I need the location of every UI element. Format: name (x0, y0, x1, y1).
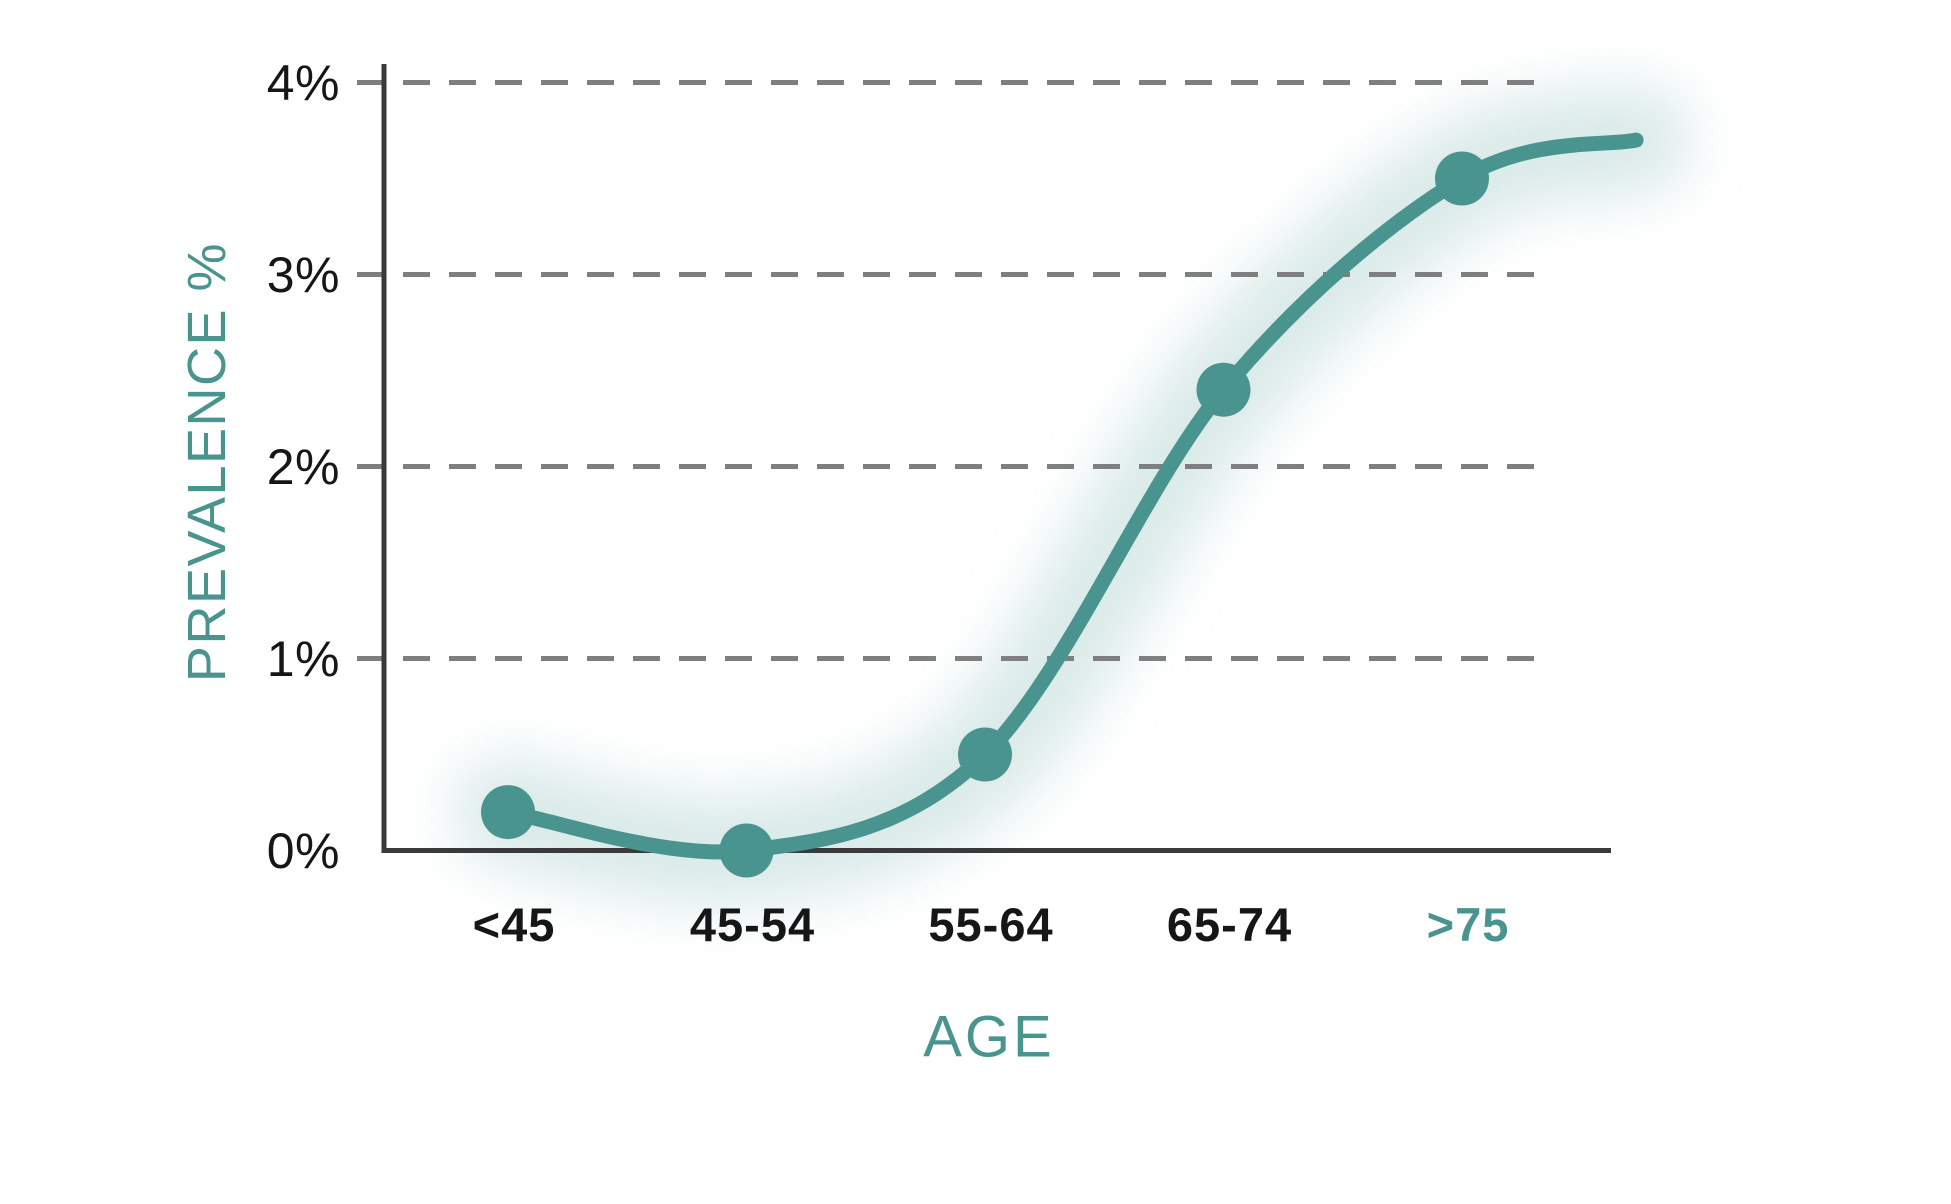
trend-curve (500, 132, 1644, 860)
x-axis-title: AGE (923, 1004, 1055, 1070)
y-tick-label: 0% (266, 822, 340, 879)
data-point (958, 727, 1012, 782)
gridlines (357, 80, 1552, 661)
y-tick-label: 4% (266, 54, 340, 111)
y-tick-label: 1% (266, 630, 340, 687)
x-tick-label: <45 (472, 898, 556, 951)
axes (381, 64, 1611, 853)
data-point (1196, 362, 1251, 417)
data-points (481, 151, 1489, 878)
x-tick-label: 55-64 (928, 898, 1054, 951)
x-tick-label: 45-54 (689, 898, 816, 951)
data-point (1435, 151, 1489, 206)
y-tick-label: 3% (266, 246, 340, 303)
y-tick-label: 2% (266, 438, 340, 495)
x-tick-label: >75 (1426, 898, 1510, 951)
x-tick-label: 65-74 (1166, 898, 1293, 951)
curve-glow (453, 85, 1692, 907)
data-point (481, 785, 535, 840)
y-axis-title: PREVALENCE % (177, 241, 237, 683)
data-point (719, 823, 774, 878)
